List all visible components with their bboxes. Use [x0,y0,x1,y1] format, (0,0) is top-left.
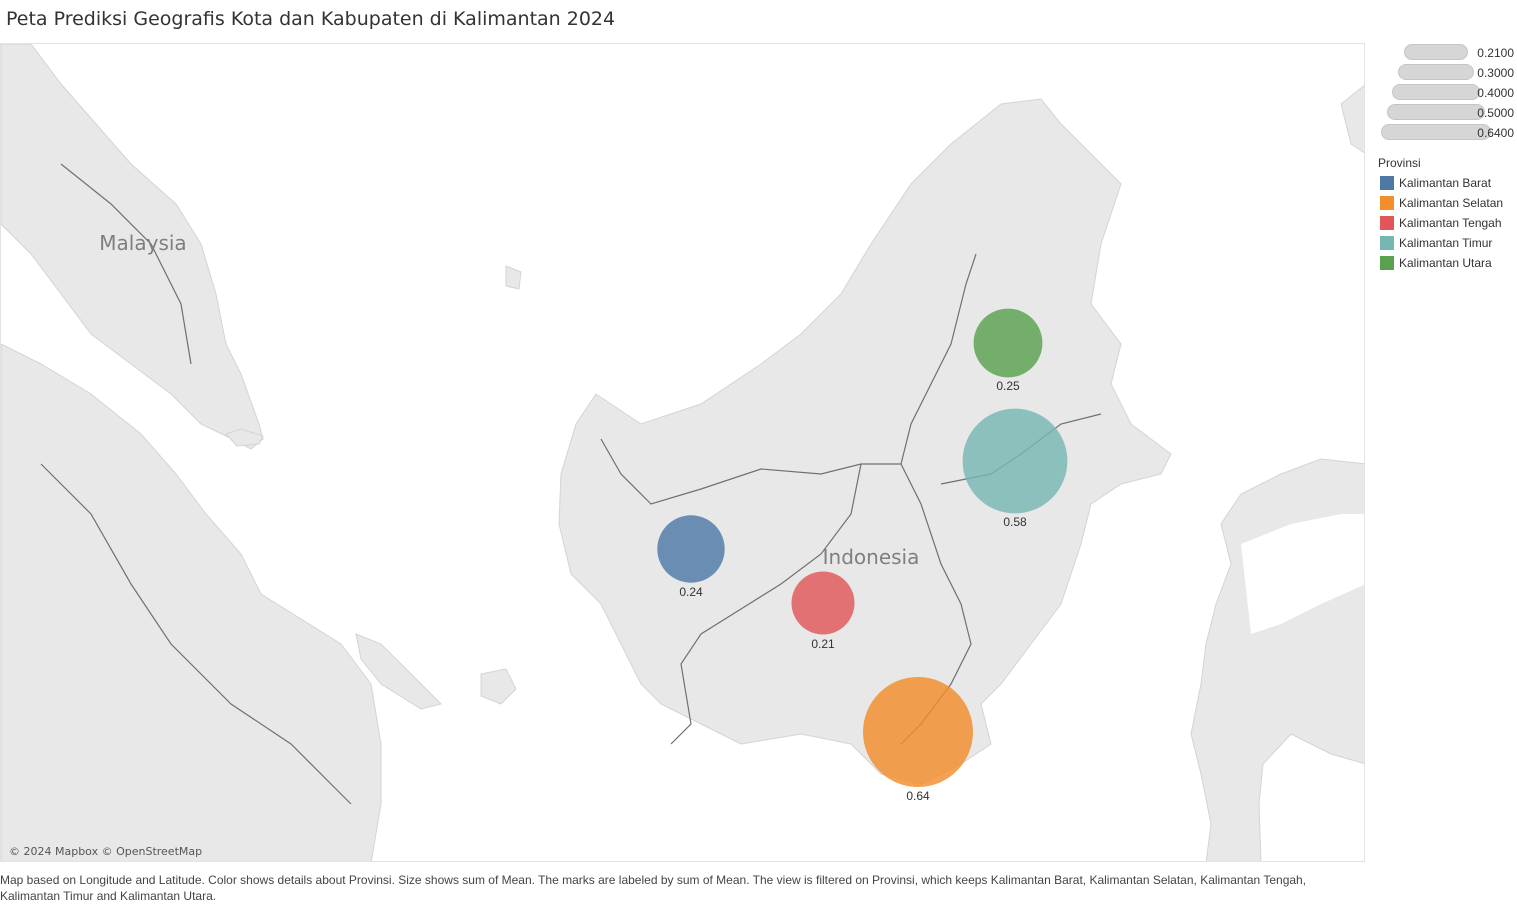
country-label-indonesia: Indonesia [822,545,920,569]
legend-label: Kalimantan Timur [1399,236,1493,250]
mark-circle-kalimantan-utara[interactable] [973,308,1043,378]
country-label-malaysia: Malaysia [99,231,187,255]
land-anambas [505,265,522,290]
land-malay-peninsula [1,44,264,450]
size-legend-swatch [1398,64,1474,80]
land-riau-islands [225,428,264,447]
legend-item-kalimantan-selatan[interactable]: Kalimantan Selatan [1378,194,1517,214]
legend-label: Kalimantan Barat [1399,176,1492,190]
water-gulf-tomini [1241,514,1364,634]
size-legend-value: 0.6400 [1477,126,1514,140]
map-canvas[interactable] [1,44,1365,862]
legend-label: Kalimantan Tengah [1399,216,1502,230]
legend-label: Kalimantan Utara [1399,256,1492,270]
size-legend[interactable]: 0.2100 0.3000 0.4000 0.5000 0.6400 [1378,44,1517,144]
size-legend-value: 0.3000 [1477,66,1514,80]
color-legend-title: Provinsi [1378,156,1421,170]
page-title: Peta Prediksi Geografis Kota dan Kabupat… [6,8,616,30]
size-legend-item: 0.4000 [1378,84,1517,100]
land-bangka [355,633,442,710]
legend-label: Kalimantan Selatan [1399,196,1504,210]
mark-label-kalimantan-utara: 0.25 [996,379,1020,394]
size-legend-item: 0.6400 [1378,124,1517,140]
mark-circle-kalimantan-tengah[interactable] [791,571,855,635]
mark-label-kalimantan-tengah: 0.21 [811,636,835,651]
land-mindanao-edge [1340,84,1364,154]
size-legend-value: 0.5000 [1477,106,1514,120]
mark-label-kalimantan-timur: 0.58 [1003,515,1027,530]
border-malay-states [60,163,192,365]
size-legend-value: 0.4000 [1477,86,1514,100]
legend-swatch [1380,256,1394,270]
legend-item-kalimantan-barat[interactable]: Kalimantan Barat [1378,174,1517,194]
color-legend[interactable]: Provinsi Kalimantan Barat Kalimantan Sel… [1378,156,1517,274]
legend-swatch [1380,176,1394,190]
size-legend-item: 0.3000 [1378,64,1517,80]
land-sumatra [1,343,382,861]
map-caption: Map based on Longitude and Latitude. Col… [0,873,1307,903]
size-legend-swatch [1381,124,1491,140]
size-legend-value: 0.2100 [1477,46,1514,60]
land-layer [1,44,1364,861]
mark-circle-kalimantan-barat[interactable] [657,515,725,583]
map-attribution[interactable]: © 2024 Mapbox © OpenStreetMap [9,845,203,858]
size-legend-item: 0.2100 [1378,44,1517,60]
size-legend-swatch [1392,84,1480,100]
legend-swatch [1380,196,1394,210]
map-view[interactable]: Malaysia Indonesia 0.64 0.58 0.25 0.24 0.21 … [0,43,1365,862]
land-borneo [558,98,1172,785]
size-legend-swatch [1404,44,1468,60]
legend-item-kalimantan-timur[interactable]: Kalimantan Timur [1378,234,1517,254]
legend-swatch [1380,236,1394,250]
mark-circle-kalimantan-selatan[interactable] [863,677,973,787]
border-sumatra-provinces [40,463,352,805]
mark-layer[interactable] [657,308,1068,787]
mark-label-kalimantan-barat: 0.24 [679,584,703,599]
mark-circle-kalimantan-timur[interactable] [962,408,1068,514]
mark-label-kalimantan-selatan: 0.64 [906,789,930,803]
legend-item-kalimantan-tengah[interactable]: Kalimantan Tengah [1378,214,1517,234]
legend-swatch [1380,216,1394,230]
size-legend-swatch [1387,104,1485,120]
border-kalbar-kalteng [670,463,862,745]
size-legend-item: 0.5000 [1378,104,1517,120]
land-belitung [480,668,517,705]
legend-item-kalimantan-utara[interactable]: Kalimantan Utara [1378,254,1517,274]
